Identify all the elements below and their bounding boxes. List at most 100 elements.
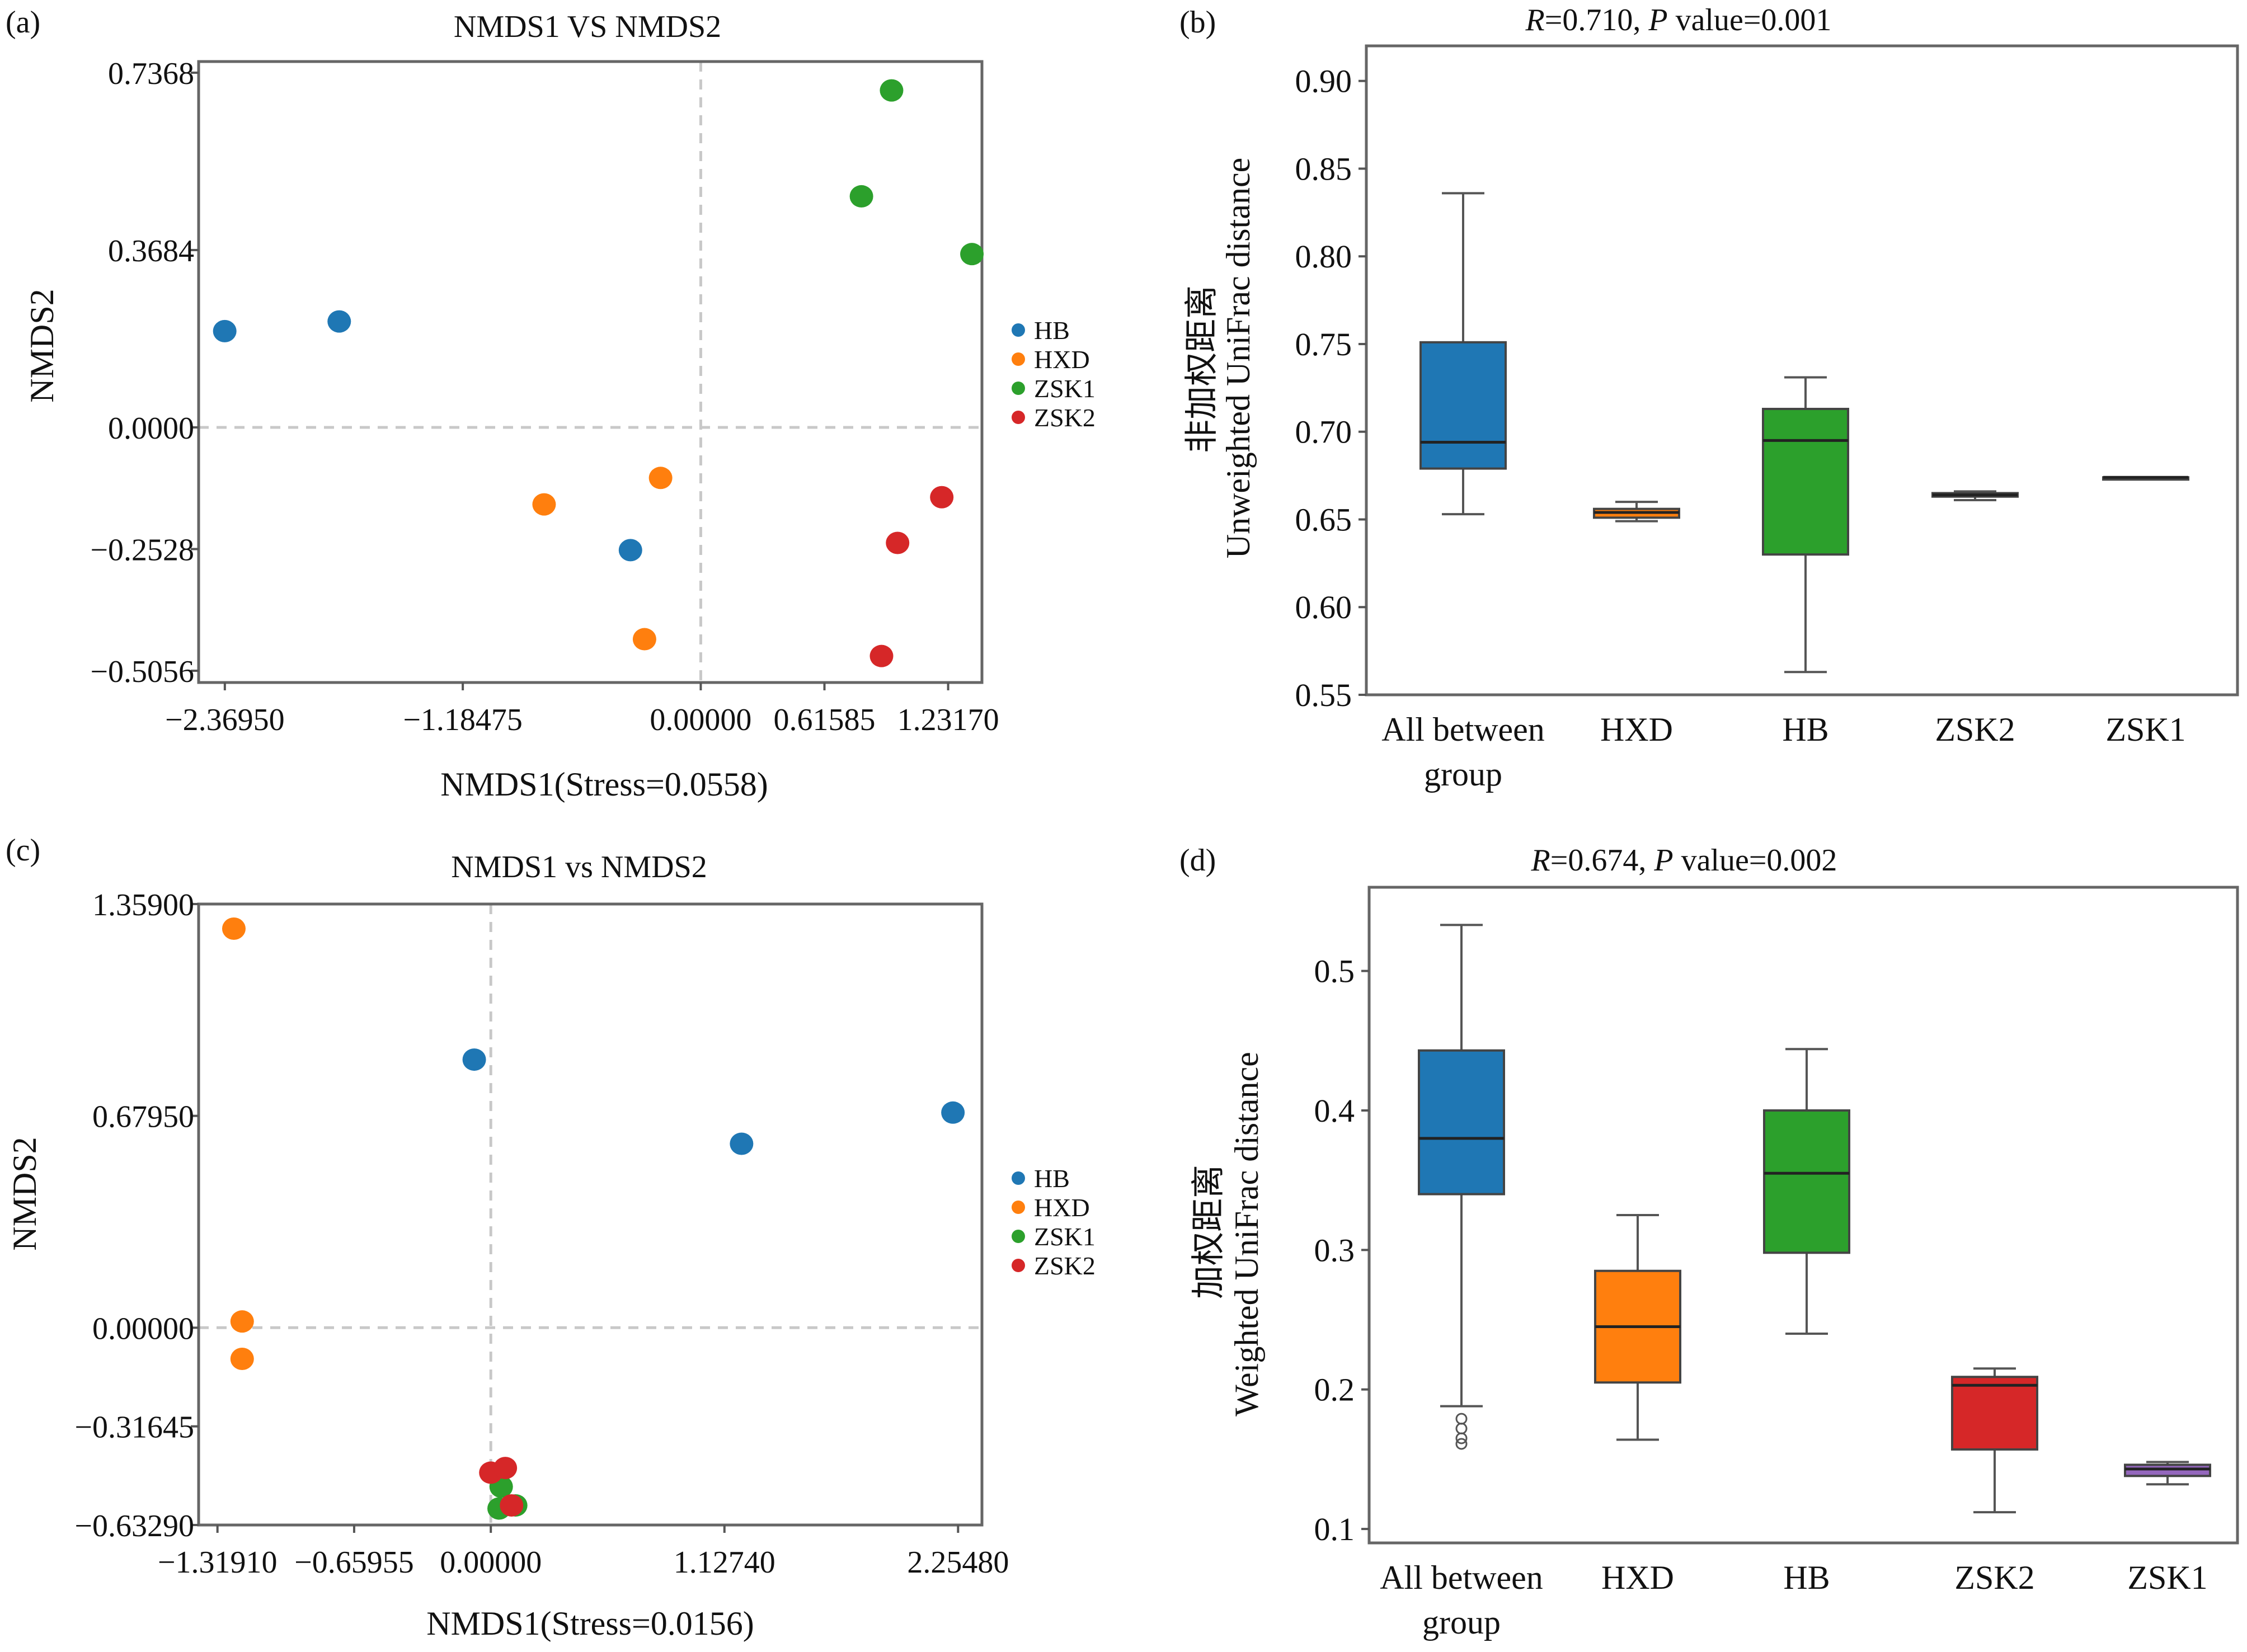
x-tick-label: All between (1381, 711, 1545, 748)
box-iqr (1951, 1376, 2038, 1451)
point-hxd (532, 493, 556, 516)
y-axis-label: Weighted UniFrac distance (1228, 1052, 1265, 1416)
panel-tag: (b) (1179, 5, 1216, 40)
legend-marker-hxd (1012, 352, 1025, 366)
x-ticks: −1.31910 −0.65955 0.00000 1.12740 2.25480 (158, 1525, 1009, 1580)
point-hb (941, 1101, 965, 1124)
point-hxd (222, 917, 246, 940)
title-p: P (1648, 3, 1667, 37)
title-r-value: =0.674, (1550, 843, 1654, 878)
x-tick-label: −1.18475 (403, 703, 523, 737)
x-tick-label-line2: group (1424, 756, 1502, 793)
panel-b-chart: (b) R=0.710, P value=0.001 0.550.600.650… (1179, 3, 2239, 793)
panel-tag: (c) (6, 833, 40, 868)
y-tick-label: −0.5056 (90, 655, 194, 689)
panel-a-chart: (a) NMDS1 VS NMDS2 0.7368 0.3684 0.0000 −0.… (6, 5, 1096, 803)
panel-tag: (a) (6, 5, 40, 40)
panel-c-chart: (c) NMDS1 vs NMDS2 1.35900 0.67950 0.00000… (6, 833, 1096, 1642)
zero-lines (199, 904, 982, 1525)
point-hxd (648, 467, 673, 490)
legend-marker-zsk1 (1012, 1230, 1025, 1243)
box-iqr (1419, 341, 1507, 470)
x-axis-label: NMDS1(Stress=0.0558) (440, 766, 768, 803)
point-zsk1 (880, 79, 904, 102)
boxes (1418, 924, 2211, 1514)
x-tick-labels: All between group HXD HB ZSK2 ZSK1 (1380, 1559, 2207, 1641)
y-ticks: 1.35900 0.67950 0.00000 −0.31645 −0.63290 (74, 888, 199, 1543)
point-zsk2 (930, 486, 954, 509)
chart-title: R=0.674, P value=0.002 (1531, 843, 1837, 878)
x-tick-label: 1.23170 (897, 703, 999, 737)
x-tick-label-line2: group (1422, 1604, 1501, 1641)
y-axis-label: NMDS2 (6, 1137, 43, 1250)
scatter-points (213, 79, 984, 667)
x-tick-label: 2.25480 (907, 1545, 1009, 1580)
title-p: P (1653, 843, 1673, 878)
x-tick-label: HXD (1601, 1559, 1674, 1596)
legend-marker-zsk2 (1012, 1259, 1025, 1272)
point-hxd (230, 1310, 254, 1333)
y-tick-label: 0.00000 (92, 1311, 194, 1346)
y-tick-label: 0.3684 (108, 234, 194, 269)
y-tick-label: 0.1 (1314, 1511, 1355, 1547)
point-hb (327, 310, 351, 333)
y-tick-label: 0.67950 (92, 1100, 194, 1135)
chart-title: R=0.710, P value=0.001 (1525, 3, 1832, 37)
y-tick-label: 0.60 (1295, 589, 1352, 625)
outlier-point (1455, 1413, 1468, 1425)
y-ticks: 0.7368 0.3684 0.0000 −0.2528 −0.5056 (90, 57, 199, 689)
outlier-point (1455, 1432, 1468, 1444)
title-p-value: value=0.002 (1674, 843, 1837, 878)
x-tick-label: −1.31910 (158, 1545, 278, 1580)
legend-label-hb: HB (1034, 1164, 1070, 1193)
y-tick-label: 0.3 (1314, 1232, 1355, 1268)
x-tick-label: 1.12740 (674, 1545, 775, 1580)
point-hxd (230, 1348, 254, 1371)
y-tick-label: 0.85 (1295, 150, 1352, 187)
point-hb (618, 539, 642, 562)
legend-label-zsk1: ZSK1 (1034, 374, 1096, 403)
chart-title: NMDS1 VS NMDS2 (454, 10, 721, 44)
x-tick-label: HB (1783, 1559, 1830, 1596)
y-axis-label-cn: 非加权距离 (1183, 285, 1220, 453)
boxes (1419, 192, 2189, 674)
box-iqr (1762, 407, 1849, 556)
point-zsk2 (886, 531, 910, 554)
legend-label-zsk2: ZSK2 (1034, 1251, 1096, 1280)
legend-marker-zsk1 (1012, 382, 1025, 395)
legend-marker-zsk2 (1012, 411, 1025, 424)
panel-d-weighted-boxplot: (d) R=0.674, P value=0.002 0.1 0.2 0.3 0.4 0… (1119, 826, 2247, 1652)
panel-a-nmds-unweighted: (a) NMDS1 VS NMDS2 0.7368 0.3684 0.0000 −0.… (0, 0, 1119, 826)
point-hb (462, 1048, 486, 1071)
plot-frame (197, 902, 984, 1527)
box-iqr (1418, 1049, 1505, 1196)
x-tick-label: HB (1782, 711, 1828, 748)
legend-marker-hb (1012, 1171, 1025, 1185)
legend-label-hb: HB (1034, 316, 1070, 345)
y-tick-label: 0.7368 (108, 57, 194, 91)
point-hb (730, 1132, 754, 1155)
plot-frame (1367, 886, 2239, 1545)
x-tick-label: ZSK2 (1954, 1559, 2034, 1596)
legend-label-zsk1: ZSK1 (1034, 1222, 1096, 1251)
plot-frame (197, 60, 984, 684)
legend-label-zsk2: ZSK2 (1034, 403, 1096, 432)
title-r-value: =0.710, (1545, 3, 1649, 37)
legend-marker-hxd (1012, 1201, 1025, 1214)
point-hb (213, 319, 237, 342)
y-axis-label: NMDS2 (23, 289, 60, 402)
y-ticks: 0.55 0.60 0.65 0.70 0.75 0.80 0.85 0.90 (1295, 63, 1366, 713)
panel-d-chart: (d) R=0.674, P value=0.002 0.10.20.30.40… (1179, 843, 2239, 1641)
title-r: R (1525, 3, 1545, 37)
plot-frame (1365, 44, 2239, 696)
outlier-point (1455, 1438, 1468, 1450)
legend-label-hxd: HXD (1034, 345, 1090, 374)
panel-c-nmds-weighted: (c) NMDS1 vs NMDS2 1.35900 0.67950 0.00000… (0, 826, 1119, 1652)
panel-tag: (d) (1179, 843, 1216, 878)
panel-b-unweighted-boxplot: (b) R=0.710, P value=0.001 0.55 0.60 0.65 0… (1119, 0, 2247, 826)
y-tick-label: 0.65 (1295, 501, 1352, 538)
scatter-points (222, 917, 965, 1520)
point-hxd (632, 628, 656, 651)
